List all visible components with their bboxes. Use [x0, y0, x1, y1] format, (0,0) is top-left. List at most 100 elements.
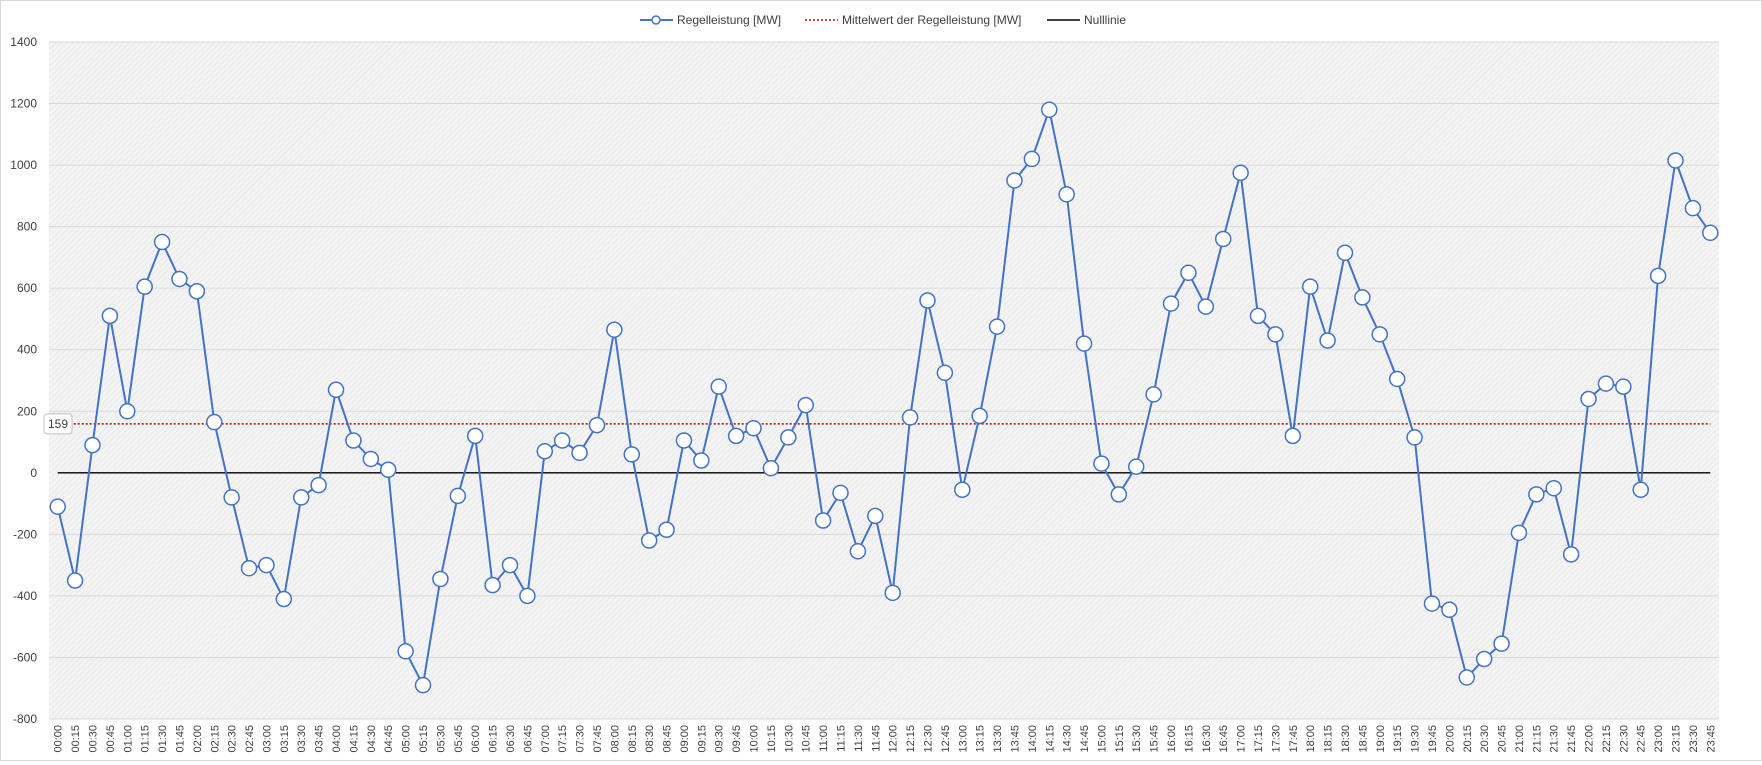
- data-point[interactable]: [345, 432, 362, 449]
- data-point[interactable]: [1006, 172, 1023, 189]
- data-point[interactable]: [1493, 635, 1510, 652]
- data-point[interactable]: [1667, 152, 1684, 169]
- data-point[interactable]: [1684, 199, 1702, 217]
- data-point[interactable]: [727, 427, 745, 445]
- data-point[interactable]: [1406, 429, 1423, 446]
- legend-item-regelleistung[interactable]: Regelleistung [MW]: [640, 13, 781, 27]
- data-point[interactable]: [49, 498, 66, 515]
- data-point[interactable]: [640, 532, 658, 549]
- data-point[interactable]: [1180, 264, 1197, 282]
- data-point[interactable]: [1249, 307, 1267, 325]
- data-point[interactable]: [136, 278, 153, 295]
- data-point[interactable]: [310, 476, 327, 494]
- data-point[interactable]: [1162, 295, 1180, 312]
- data-point[interactable]: [1127, 458, 1145, 475]
- data-point[interactable]: [171, 270, 188, 288]
- data-point[interactable]: [223, 489, 240, 506]
- data-point[interactable]: [675, 432, 693, 449]
- data-point[interactable]: [1110, 486, 1128, 503]
- data-point[interactable]: [466, 427, 484, 445]
- data-point[interactable]: [623, 446, 641, 463]
- data-point[interactable]: [1475, 650, 1493, 668]
- x-tick-label: 22:15: [1601, 725, 1613, 753]
- data-point[interactable]: [1197, 298, 1215, 315]
- data-point[interactable]: [832, 484, 849, 502]
- data-point[interactable]: [1336, 244, 1354, 262]
- data-point[interactable]: [606, 321, 623, 338]
- data-point[interactable]: [553, 432, 571, 449]
- data-point[interactable]: [1580, 390, 1597, 408]
- data-point[interactable]: [1093, 455, 1110, 472]
- data-point[interactable]: [258, 556, 275, 574]
- data-point[interactable]: [66, 572, 84, 589]
- data-point[interactable]: [240, 559, 258, 577]
- data-point[interactable]: [1441, 601, 1458, 619]
- data-point[interactable]: [693, 452, 710, 469]
- data-point[interactable]: [206, 413, 223, 431]
- data-point[interactable]: [414, 676, 432, 694]
- data-point[interactable]: [814, 512, 832, 529]
- data-point[interactable]: [780, 429, 797, 446]
- data-point[interactable]: [1597, 375, 1615, 392]
- data-point[interactable]: [379, 461, 397, 478]
- data-point[interactable]: [1267, 326, 1284, 343]
- data-point[interactable]: [1301, 278, 1319, 295]
- data-point[interactable]: [292, 489, 310, 506]
- data-point[interactable]: [327, 381, 345, 398]
- legend-item-mittelwert[interactable]: Mittelwert der Regelleistung [MW]: [805, 13, 1021, 27]
- data-point[interactable]: [519, 587, 536, 605]
- data-point[interactable]: [884, 584, 901, 602]
- data-point[interactable]: [797, 396, 814, 414]
- data-point[interactable]: [1041, 101, 1058, 118]
- data-point[interactable]: [849, 543, 867, 560]
- data-point[interactable]: [1371, 326, 1389, 343]
- data-point[interactable]: [119, 403, 136, 420]
- data-point[interactable]: [536, 443, 554, 460]
- data-point[interactable]: [1562, 546, 1580, 563]
- data-point[interactable]: [588, 416, 606, 434]
- data-point[interactable]: [988, 318, 1006, 335]
- data-point[interactable]: [936, 364, 954, 382]
- data-point[interactable]: [1458, 669, 1476, 686]
- data-point[interactable]: [919, 292, 936, 309]
- data-point[interactable]: [153, 233, 171, 251]
- legend-item-nulllinie[interactable]: Nulllinie: [1047, 13, 1126, 27]
- data-point[interactable]: [1649, 267, 1667, 285]
- data-point[interactable]: [188, 283, 206, 300]
- data-point[interactable]: [901, 409, 919, 426]
- data-point[interactable]: [1510, 524, 1528, 542]
- data-point[interactable]: [1423, 595, 1441, 612]
- data-point[interactable]: [397, 643, 414, 660]
- data-point[interactable]: [1319, 332, 1336, 349]
- data-point[interactable]: [1058, 186, 1075, 203]
- data-point[interactable]: [432, 570, 449, 588]
- data-point[interactable]: [1545, 479, 1562, 497]
- data-point[interactable]: [1075, 335, 1093, 352]
- data-point[interactable]: [1145, 386, 1162, 403]
- data-point[interactable]: [1388, 370, 1406, 388]
- data-point[interactable]: [1615, 378, 1632, 395]
- data-point[interactable]: [101, 307, 119, 325]
- data-point[interactable]: [710, 378, 727, 395]
- data-point[interactable]: [954, 481, 971, 498]
- data-point[interactable]: [658, 521, 675, 538]
- data-point[interactable]: [449, 487, 467, 505]
- data-point[interactable]: [362, 450, 380, 468]
- data-point[interactable]: [84, 436, 101, 454]
- data-point[interactable]: [762, 459, 780, 477]
- data-point[interactable]: [971, 407, 988, 425]
- data-point[interactable]: [1232, 164, 1249, 182]
- data-point[interactable]: [501, 556, 519, 574]
- data-point[interactable]: [571, 444, 588, 462]
- data-point[interactable]: [484, 576, 501, 594]
- data-point[interactable]: [1284, 427, 1302, 445]
- data-point[interactable]: [745, 419, 762, 437]
- data-point[interactable]: [1528, 486, 1545, 503]
- data-point[interactable]: [275, 590, 293, 608]
- data-point[interactable]: [1023, 150, 1041, 168]
- data-point[interactable]: [1354, 289, 1371, 306]
- data-point[interactable]: [1214, 230, 1232, 248]
- data-point[interactable]: [1632, 481, 1649, 498]
- data-point[interactable]: [1702, 224, 1719, 242]
- data-point[interactable]: [867, 507, 884, 525]
